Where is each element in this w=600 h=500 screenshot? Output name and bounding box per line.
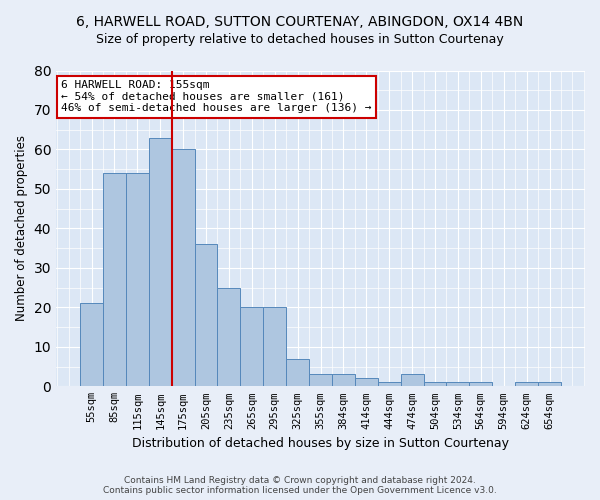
Bar (103, 173, 126, 386)
Bar (401, 374, 424, 386)
Bar (194, 244, 217, 386)
Bar (149, 138, 172, 386)
Text: 6, HARWELL ROAD, SUTTON COURTENAY, ABINGDON, OX14 4BN: 6, HARWELL ROAD, SUTTON COURTENAY, ABING… (76, 15, 524, 29)
Bar (355, 378, 378, 386)
Bar (126, 173, 149, 386)
Bar (378, 382, 401, 386)
Bar (172, 150, 194, 386)
Y-axis label: Number of detached properties: Number of detached properties (15, 136, 28, 322)
Text: 6 HARWELL ROAD: 155sqm
← 54% of detached houses are smaller (161)
46% of semi-de: 6 HARWELL ROAD: 155sqm ← 54% of detached… (61, 80, 372, 113)
Bar (515, 382, 538, 386)
Bar (424, 382, 446, 386)
Bar (217, 288, 241, 386)
Bar (469, 382, 492, 386)
Bar (446, 382, 469, 386)
Bar (241, 308, 263, 386)
Bar (332, 374, 355, 386)
Text: Contains HM Land Registry data © Crown copyright and database right 2024.
Contai: Contains HM Land Registry data © Crown c… (103, 476, 497, 495)
Bar (538, 382, 561, 386)
Bar (80, 304, 103, 386)
Bar (263, 308, 286, 386)
Bar (309, 374, 332, 386)
Text: Size of property relative to detached houses in Sutton Courtenay: Size of property relative to detached ho… (96, 32, 504, 46)
Bar (286, 358, 309, 386)
X-axis label: Distribution of detached houses by size in Sutton Courtenay: Distribution of detached houses by size … (132, 437, 509, 450)
